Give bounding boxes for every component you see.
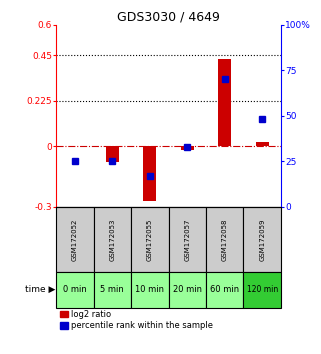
Text: 120 min: 120 min: [247, 285, 278, 294]
Bar: [181, 146, 194, 150]
Bar: [143, 146, 156, 201]
Text: 10 min: 10 min: [135, 285, 164, 294]
Text: 20 min: 20 min: [173, 285, 202, 294]
Bar: [94, 207, 131, 272]
Text: 60 min: 60 min: [210, 285, 239, 294]
Bar: [106, 146, 119, 162]
Text: GSM172052: GSM172052: [72, 218, 78, 261]
Text: time ▶: time ▶: [25, 285, 56, 294]
Title: GDS3030 / 4649: GDS3030 / 4649: [117, 11, 220, 24]
Bar: [131, 207, 169, 272]
Text: GSM172058: GSM172058: [222, 218, 228, 261]
Bar: [94, 272, 131, 308]
Bar: [218, 59, 231, 146]
Bar: [56, 272, 94, 308]
Text: GSM172055: GSM172055: [147, 218, 153, 261]
Legend: log2 ratio, percentile rank within the sample: log2 ratio, percentile rank within the s…: [60, 310, 213, 331]
Bar: [169, 272, 206, 308]
Bar: [206, 207, 243, 272]
Bar: [56, 207, 94, 272]
Bar: [243, 207, 281, 272]
Bar: [243, 272, 281, 308]
Text: GSM172059: GSM172059: [259, 218, 265, 261]
Bar: [131, 272, 169, 308]
Bar: [256, 142, 269, 146]
Text: GSM172053: GSM172053: [109, 218, 115, 261]
Text: GSM172057: GSM172057: [184, 218, 190, 261]
Text: 5 min: 5 min: [100, 285, 124, 294]
Text: 0 min: 0 min: [63, 285, 87, 294]
Bar: [169, 207, 206, 272]
Bar: [206, 272, 243, 308]
